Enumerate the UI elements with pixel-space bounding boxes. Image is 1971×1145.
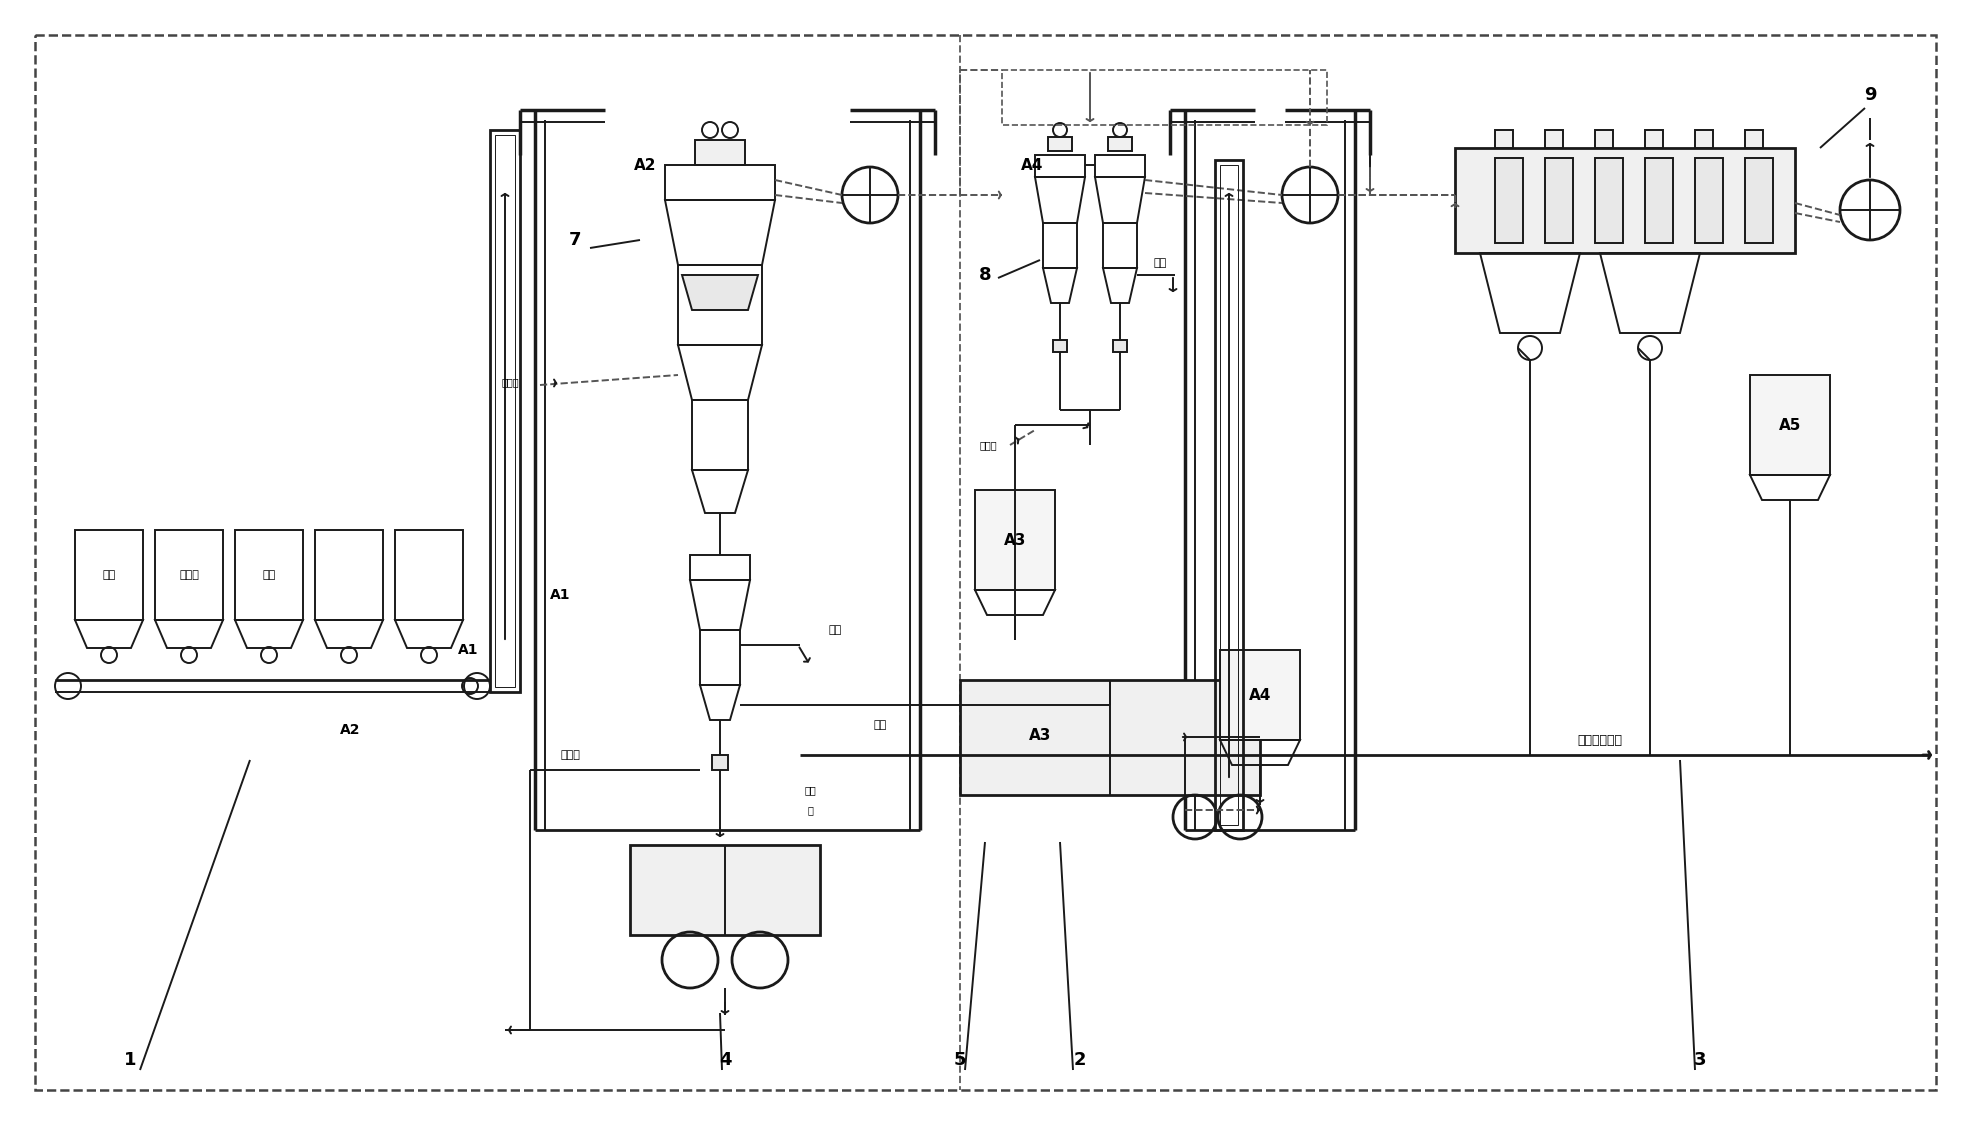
Text: 4: 4 (719, 1051, 731, 1069)
Text: 9: 9 (1865, 86, 1876, 104)
Bar (678, 264, 763, 345)
Bar (1096, 155, 1145, 177)
Bar (1043, 223, 1076, 268)
Text: A4: A4 (1021, 158, 1043, 173)
Text: 2: 2 (1074, 1051, 1086, 1069)
Bar (1220, 650, 1301, 740)
Bar (1220, 165, 1238, 826)
Bar (1595, 131, 1612, 148)
Text: 大颗粒: 大颗粒 (560, 750, 579, 760)
Text: 5: 5 (954, 1051, 966, 1069)
Text: 粗粉: 粗粉 (873, 720, 887, 731)
Bar (1108, 137, 1131, 151)
Text: A4: A4 (1250, 687, 1271, 703)
Bar (631, 845, 820, 935)
Bar (495, 135, 514, 687)
Text: 石膏: 石膏 (262, 570, 276, 581)
Bar (1695, 131, 1713, 148)
Bar (1545, 158, 1573, 243)
Bar (1049, 137, 1072, 151)
Text: 7: 7 (570, 231, 581, 248)
Bar (235, 530, 304, 619)
Bar (690, 555, 751, 581)
Bar (960, 680, 1259, 795)
Text: 补冷风: 补冷风 (501, 377, 518, 387)
Text: 补冷风: 补冷风 (980, 440, 997, 450)
Text: 成品入水泥库: 成品入水泥库 (1577, 734, 1622, 747)
Bar (1695, 158, 1723, 243)
Bar (1595, 158, 1622, 243)
Bar (1494, 131, 1514, 148)
Text: A2: A2 (339, 722, 361, 737)
Text: A2: A2 (635, 158, 656, 173)
Bar (156, 530, 223, 619)
Text: 中粗: 中粗 (804, 785, 816, 795)
Text: 熟料: 熟料 (102, 570, 116, 581)
Bar (692, 400, 749, 469)
Bar (976, 490, 1054, 590)
Bar (1001, 70, 1326, 125)
Bar (712, 755, 727, 769)
Bar (1646, 158, 1673, 243)
Text: 3: 3 (1693, 1051, 1707, 1069)
Text: A1: A1 (457, 643, 479, 657)
Bar (1494, 158, 1524, 243)
Bar (75, 530, 144, 619)
Bar (1214, 160, 1244, 830)
Bar (1114, 340, 1127, 352)
Bar (1545, 131, 1563, 148)
Text: 1: 1 (124, 1051, 136, 1069)
Bar (1455, 148, 1796, 253)
Bar (700, 630, 739, 685)
Bar (394, 530, 463, 619)
Text: 成品: 成品 (1153, 258, 1167, 268)
Polygon shape (682, 275, 759, 310)
Bar (1646, 131, 1664, 148)
Text: A5: A5 (1778, 418, 1801, 433)
Bar (1744, 131, 1762, 148)
Text: 8: 8 (980, 266, 991, 284)
Bar (1053, 340, 1066, 352)
Bar (315, 530, 382, 619)
Text: 混合材: 混合材 (179, 570, 199, 581)
Text: 粉: 粉 (806, 805, 812, 815)
Bar (696, 140, 745, 165)
Text: 成品: 成品 (828, 625, 842, 635)
Bar (1104, 223, 1137, 268)
Bar (1035, 155, 1084, 177)
Bar (1750, 376, 1829, 475)
Bar (1744, 158, 1774, 243)
Text: A3: A3 (1029, 727, 1051, 742)
Text: A1: A1 (550, 589, 570, 602)
Bar (491, 131, 520, 692)
Bar (664, 165, 775, 200)
Text: A3: A3 (1003, 532, 1027, 547)
